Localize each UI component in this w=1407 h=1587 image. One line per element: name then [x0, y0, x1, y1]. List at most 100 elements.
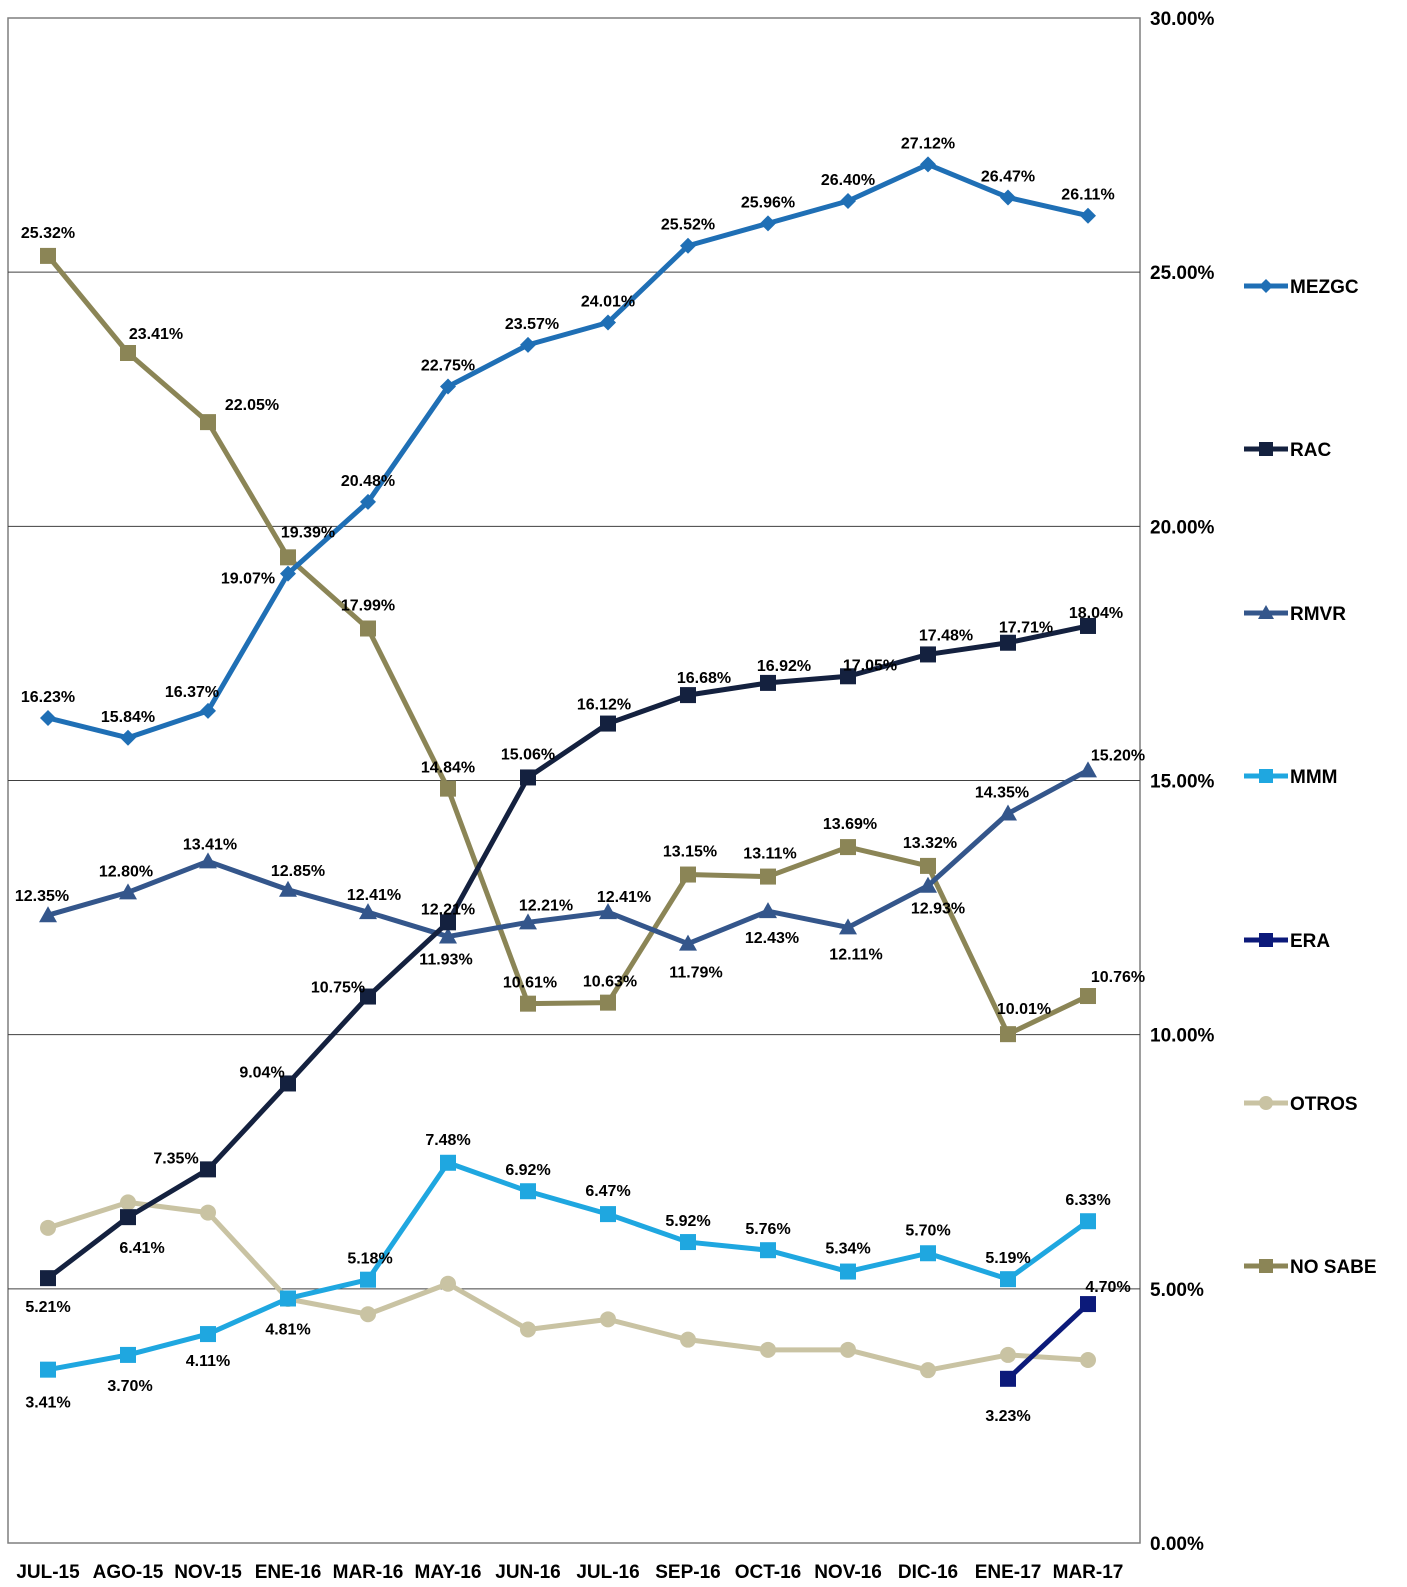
data-point-marker	[679, 934, 697, 951]
data-point-marker	[360, 1271, 376, 1288]
series-group	[39, 156, 1097, 1387]
data-point-marker	[680, 866, 696, 883]
data-label: 5.19%	[985, 1250, 1030, 1267]
data-label: 10.76%	[1091, 969, 1145, 986]
data-point-marker	[1080, 988, 1096, 1005]
data-point-marker	[440, 1154, 456, 1171]
data-point-marker	[40, 247, 56, 264]
data-point-marker	[200, 1326, 216, 1343]
data-point-marker	[839, 918, 857, 935]
data-point-marker	[120, 729, 136, 746]
data-point-marker	[120, 1194, 136, 1211]
x-tick-label: NOV-15	[174, 1562, 242, 1583]
data-point-marker	[840, 668, 856, 685]
data-label: 5.18%	[347, 1251, 392, 1268]
data-label: 23.57%	[505, 316, 559, 333]
data-point-marker	[120, 1346, 136, 1363]
y-tick-label: 0.00%	[1150, 1534, 1204, 1555]
data-point-marker	[1259, 442, 1273, 456]
data-label: 11.79%	[669, 965, 722, 982]
series-line	[47, 161, 1089, 741]
data-point-marker	[200, 414, 216, 431]
y-tick-label: 5.00%	[1150, 1280, 1204, 1301]
x-tick-label: JUL-16	[576, 1562, 639, 1583]
data-point-marker	[600, 314, 616, 331]
data-label: 22.05%	[225, 397, 279, 414]
legend-item-rmvr: RMVR	[1244, 604, 1346, 625]
data-label: 26.47%	[981, 168, 1035, 185]
x-tick-label: OCT-16	[735, 1562, 802, 1583]
data-label: 11.93%	[419, 952, 472, 969]
data-point-marker	[1000, 1026, 1016, 1043]
data-label: 4.70%	[1085, 1279, 1130, 1296]
data-point-marker	[1258, 605, 1274, 619]
data-point-marker	[440, 780, 456, 797]
data-point-marker	[199, 852, 217, 869]
data-label: 13.11%	[743, 846, 796, 863]
data-point-marker	[1000, 1271, 1016, 1288]
data-label: 3.70%	[107, 1378, 152, 1395]
data-point-marker	[1259, 1259, 1273, 1273]
series-line	[46, 254, 1090, 1037]
series-line	[47, 1199, 1089, 1373]
y-tick-label: 10.00%	[1150, 1026, 1215, 1047]
legend-item-mmm: MMM	[1244, 767, 1337, 788]
series-otros	[40, 1194, 1096, 1379]
data-point-marker	[280, 565, 296, 582]
data-point-marker	[40, 1219, 56, 1236]
legend-item-no-sabe: NO SABE	[1244, 1257, 1377, 1278]
series-mmm	[40, 1154, 1096, 1378]
data-label: 5.34%	[825, 1241, 870, 1258]
data-label: 10.63%	[583, 974, 637, 991]
data-label: 25.32%	[21, 225, 75, 242]
data-point-marker	[840, 193, 856, 209]
data-point-marker	[760, 1341, 776, 1358]
data-label: 6.92%	[505, 1162, 550, 1179]
data-point-marker	[359, 903, 377, 920]
data-point-marker	[600, 1206, 616, 1223]
data-point-marker	[439, 927, 457, 944]
data-point-marker	[1080, 617, 1096, 634]
data-point-marker	[440, 914, 456, 931]
series-era	[1000, 1296, 1096, 1387]
data-point-marker	[1259, 1096, 1273, 1110]
data-label: 12.21%	[519, 897, 573, 914]
series-line	[47, 768, 1090, 947]
series-line	[47, 1160, 1090, 1373]
legend: MEZGC RAC RMVR MMM ERA OTROS NO SABE	[1244, 277, 1377, 1278]
data-point-marker	[520, 769, 536, 786]
data-point-marker	[360, 1306, 376, 1323]
data-label: 26.11%	[1061, 187, 1114, 204]
data-point-marker	[40, 1270, 56, 1287]
data-label: 16.37%	[165, 684, 219, 701]
data-point-marker	[519, 913, 537, 930]
x-tick-label: ENE-16	[255, 1562, 322, 1583]
data-label: 10.01%	[997, 1001, 1051, 1018]
data-point-marker	[1259, 769, 1273, 783]
series-rmvr	[39, 761, 1097, 951]
y-tick-label: 30.00%	[1150, 9, 1215, 30]
data-point-marker	[520, 336, 536, 353]
y-tick-label: 25.00%	[1150, 263, 1215, 284]
data-point-marker	[919, 876, 937, 893]
data-point-marker	[680, 1234, 696, 1251]
data-point-marker	[40, 1361, 56, 1378]
legend-item-otros: OTROS	[1244, 1094, 1358, 1115]
gridlines	[8, 271, 1140, 1290]
data-point-marker	[760, 215, 776, 232]
data-point-marker	[360, 620, 376, 637]
data-label: 12.21%	[421, 901, 475, 918]
data-point-marker	[279, 880, 297, 897]
data-label: 19.07%	[221, 571, 275, 588]
data-point-marker	[760, 1242, 776, 1259]
data-label: 5.21%	[25, 1299, 70, 1316]
data-point-marker	[1080, 1296, 1096, 1313]
data-label: 5.70%	[905, 1222, 950, 1239]
data-label: 12.35%	[15, 888, 69, 905]
data-label: 16.23%	[21, 689, 75, 706]
data-label: 19.39%	[281, 524, 335, 541]
data-label: 6.41%	[119, 1240, 164, 1257]
data-label: 15.06%	[501, 746, 555, 763]
legend-label: MEZGC	[1290, 277, 1359, 298]
data-point-marker	[1000, 634, 1016, 651]
